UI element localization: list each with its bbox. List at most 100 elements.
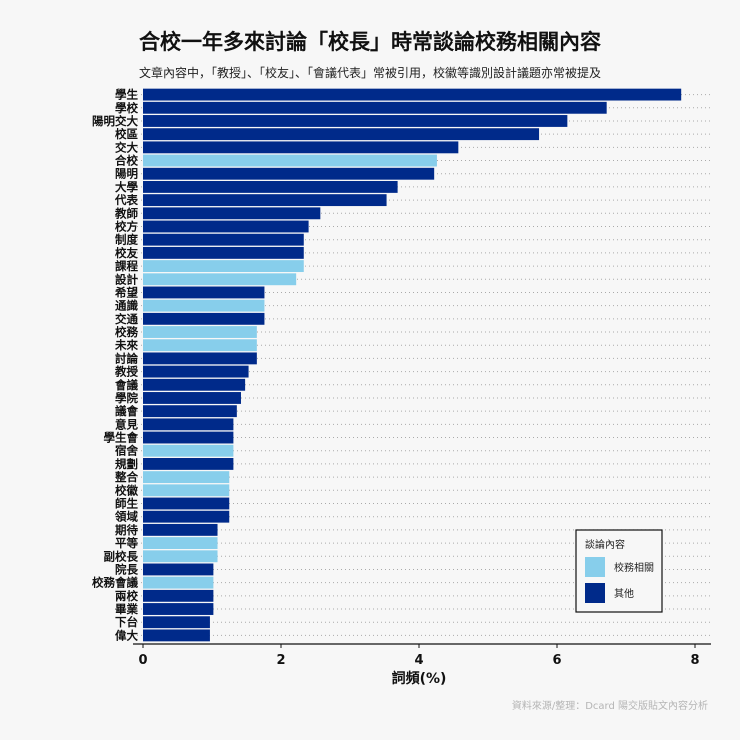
category-label: 校務 (115, 325, 138, 339)
category-label: 討論 (115, 351, 138, 365)
category-label: 制度 (115, 233, 138, 247)
category-label: 大學 (115, 180, 138, 194)
bar (143, 550, 218, 563)
category-label: 畢業 (115, 602, 138, 616)
source-caption: 資料來源/整理：Dcard 陽交版貼文內容分析 (511, 701, 708, 712)
x-tick-label: 4 (414, 653, 423, 668)
bar (143, 576, 214, 589)
x-tick-label: 2 (276, 653, 285, 668)
x-tick-label: 0 (138, 653, 147, 668)
bar (143, 510, 230, 523)
category-label: 校方 (115, 220, 138, 234)
x-axis: 0 2 4 6 8 (133, 643, 711, 668)
bar (143, 629, 210, 642)
bar (143, 273, 297, 286)
bar (143, 523, 218, 536)
category-label: 學校 (115, 101, 138, 115)
bar (143, 352, 257, 365)
bar (143, 101, 607, 114)
category-label: 陽明 (115, 167, 138, 181)
category-label: 校友 (115, 246, 138, 260)
bar (143, 194, 387, 207)
bar (143, 484, 230, 497)
chart-title: 合校一年多來討論「校長」時常談論校務相關內容 (139, 30, 601, 54)
x-axis-title: 詞頻(%) (392, 670, 447, 687)
bar (143, 154, 437, 167)
category-label: 代表 (114, 193, 138, 207)
category-label: 交通 (115, 312, 138, 326)
bar (143, 471, 230, 484)
category-label: 會議 (115, 378, 138, 392)
category-label: 偉大 (115, 628, 138, 642)
category-label: 陽明交大 (92, 114, 138, 128)
legend-title: 談論內容 (585, 538, 625, 551)
category-label: 未來 (114, 338, 138, 352)
bar (143, 378, 246, 391)
bar (143, 339, 257, 352)
bar (143, 365, 249, 378)
bar (143, 603, 214, 615)
category-label: 院長 (115, 562, 138, 576)
x-tick-label: 8 (690, 653, 699, 668)
category-label: 課程 (115, 259, 138, 273)
category-label: 整合 (114, 470, 138, 484)
category-label: 教授 (114, 365, 138, 379)
bar (143, 589, 214, 602)
bar (143, 537, 218, 550)
category-label: 通識 (115, 299, 138, 313)
category-label: 校區 (115, 127, 138, 141)
bar (143, 431, 234, 444)
bar (143, 141, 459, 154)
category-label: 議會 (115, 404, 138, 418)
bar (143, 312, 265, 325)
category-label: 合校 (115, 154, 138, 168)
bar (143, 497, 230, 510)
category-label: 設計 (115, 272, 138, 286)
category-label: 希望 (114, 285, 138, 299)
category-label: 校務會議 (92, 576, 138, 590)
category-label: 師生 (115, 497, 138, 511)
bars-group (143, 88, 682, 642)
category-label: 下台 (115, 615, 138, 629)
legend-label: 其他 (614, 587, 634, 600)
bar (143, 167, 435, 180)
category-label: 意見 (115, 417, 138, 431)
legend-label: 校務相關 (614, 561, 654, 574)
bar (143, 128, 540, 141)
category-label: 交大 (115, 140, 138, 154)
category-label: 規劃 (115, 457, 138, 471)
category-label: 宿舍 (115, 444, 138, 458)
bar (143, 207, 321, 220)
category-labels: 學生學校陽明交大校區交大合校陽明大學代表教師校方制度校友課程設計希望通識交通校務… (92, 88, 138, 643)
bar (143, 444, 234, 457)
category-label: 學院 (115, 391, 138, 405)
x-tick-label: 6 (552, 653, 561, 668)
bar (143, 457, 234, 470)
category-label: 平等 (115, 536, 138, 550)
bar (143, 246, 304, 259)
chart-subtitle: 文章內容中，「教授」、「校友」、「會議代表」常被引用，校徽等識別設計議題亦常被提… (138, 66, 601, 80)
bar (143, 405, 237, 418)
bar (143, 233, 304, 246)
legend-swatch (585, 557, 605, 577)
bar (143, 260, 304, 273)
category-label: 校徽 (115, 483, 138, 497)
category-label: 教師 (114, 206, 138, 220)
bar (143, 418, 234, 431)
bar (143, 392, 241, 404)
bar (143, 616, 210, 629)
category-label: 領域 (114, 510, 138, 524)
category-label: 副校長 (104, 549, 139, 563)
category-label: 學生會 (104, 431, 139, 445)
bar (143, 563, 214, 576)
legend-swatch (585, 583, 605, 603)
bar (143, 299, 265, 312)
bar (143, 180, 398, 193)
category-label: 學生 (115, 88, 138, 102)
category-label: 期待 (115, 523, 138, 537)
bar (143, 115, 568, 127)
bar (143, 220, 309, 233)
